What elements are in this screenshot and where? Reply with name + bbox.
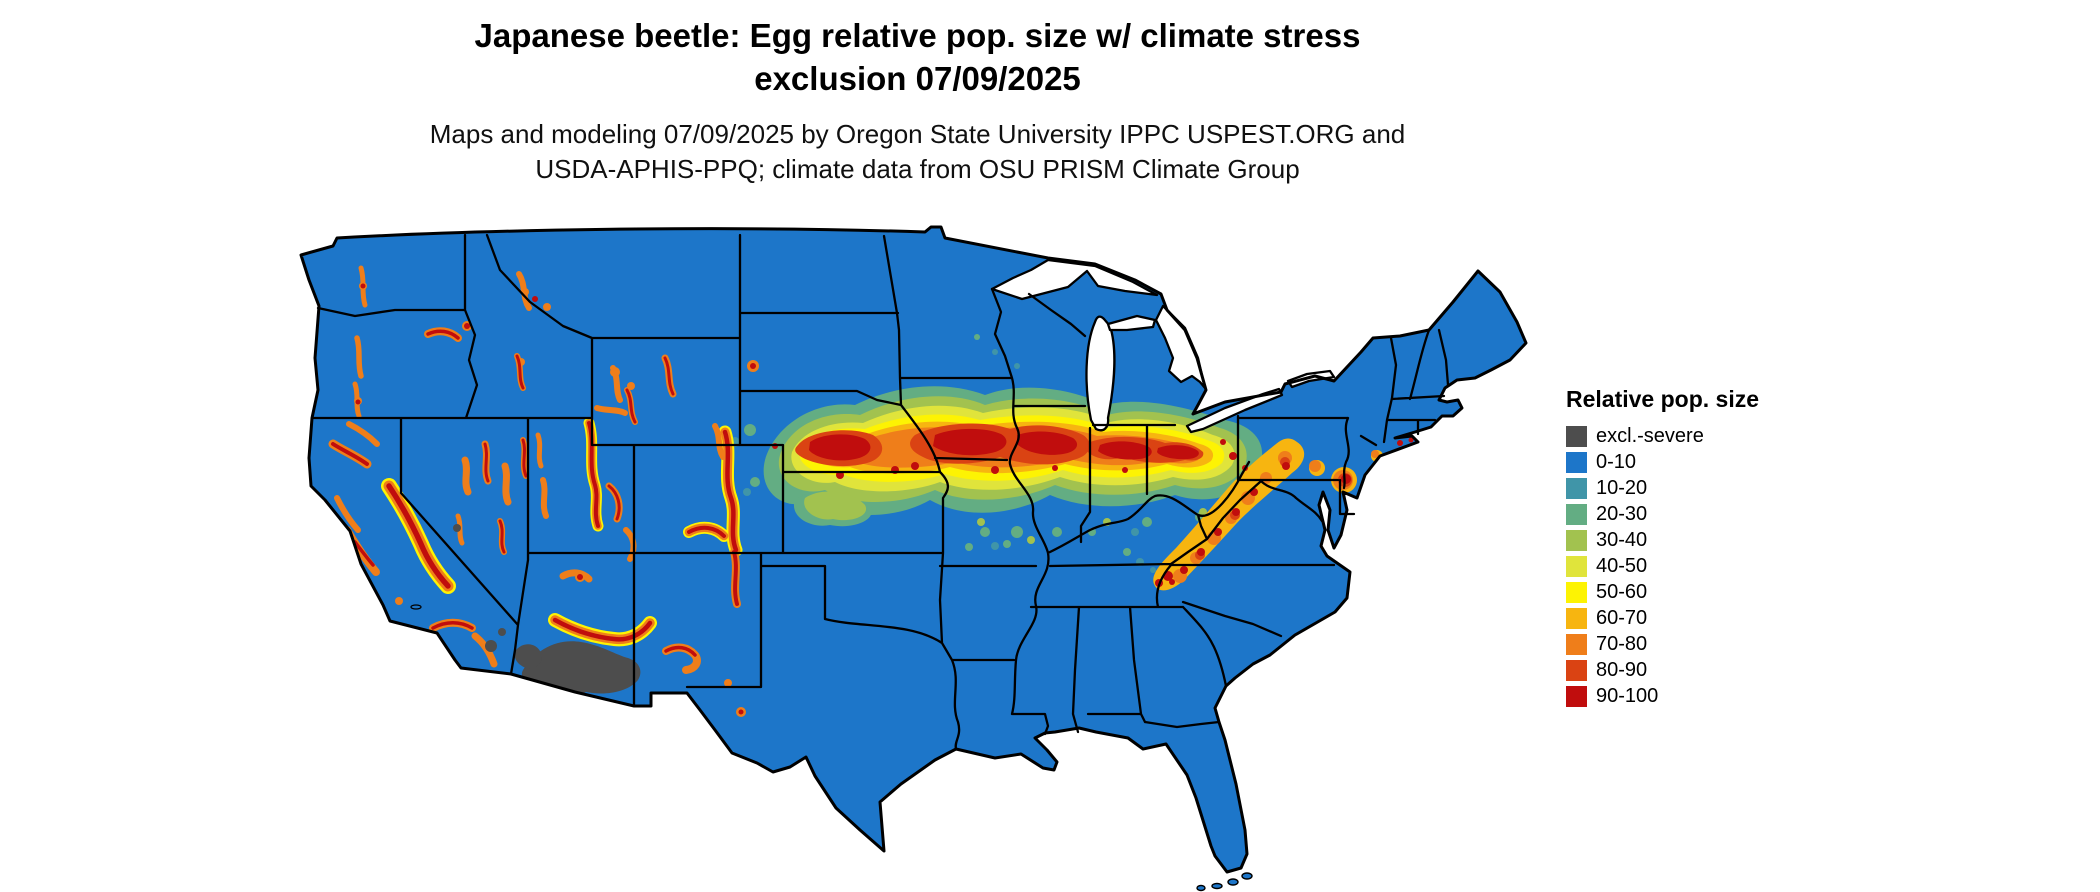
legend-swatch xyxy=(1566,686,1587,707)
legend-item-50-60: 50-60 xyxy=(1566,582,1759,603)
legend-swatch xyxy=(1566,478,1587,499)
heat-layers xyxy=(328,265,1414,717)
page-title: Japanese beetle: Egg relative pop. size … xyxy=(0,14,1835,100)
subtitle-line-1: Maps and modeling 07/09/2025 by Oregon S… xyxy=(429,119,1406,149)
conus-outline xyxy=(299,225,1528,874)
legend-item-80-90: 80-90 xyxy=(1566,660,1759,681)
map-header: Japanese beetle: Egg relative pop. size … xyxy=(0,14,1835,187)
legend-swatch xyxy=(1566,426,1587,447)
map-legend: Relative pop. size excl.-severe 0-10 10-20… xyxy=(1566,386,1759,712)
legend-item-90-100: 90-100 xyxy=(1566,686,1759,707)
legend-swatch xyxy=(1566,556,1587,577)
legend-swatch xyxy=(1566,530,1587,551)
us-map-container xyxy=(295,222,1535,892)
legend-label: 20-30 xyxy=(1596,503,1648,525)
legend-label: 80-90 xyxy=(1596,659,1648,681)
lake-michigan xyxy=(1085,315,1116,432)
legend-label: 30-40 xyxy=(1596,529,1648,551)
legend-item-30-40: 30-40 xyxy=(1566,530,1759,551)
title-line-2: exclusion 07/09/2025 xyxy=(754,60,1081,97)
legend-items: excl.-severe 0-10 10-20 20-30 30-40 40-50 50-6… xyxy=(1566,426,1759,707)
legend-item-70-80: 70-80 xyxy=(1566,634,1759,655)
legend-label: excl.-severe xyxy=(1596,425,1704,447)
conus-landmass xyxy=(301,227,1526,872)
lake-superior xyxy=(990,258,1159,301)
legend-item-0-10: 0-10 xyxy=(1566,452,1759,473)
legend-swatch xyxy=(1566,504,1587,525)
legend-label: 60-70 xyxy=(1596,607,1648,629)
legend-swatch xyxy=(1566,634,1587,655)
us-map xyxy=(299,225,1528,892)
legend-label: 10-20 xyxy=(1596,477,1648,499)
legend-swatch xyxy=(1566,608,1587,629)
lake-ontario xyxy=(1286,369,1336,389)
legend-item-excl.-severe: excl.-severe xyxy=(1566,426,1759,447)
legend-item-20-30: 20-30 xyxy=(1566,504,1759,525)
severe-exclusion-region xyxy=(453,524,641,697)
legend-item-60-70: 60-70 xyxy=(1566,608,1759,629)
legend-item-40-50: 40-50 xyxy=(1566,556,1759,577)
lake-erie xyxy=(1185,387,1284,434)
legend-title: Relative pop. size xyxy=(1566,386,1760,412)
title-line-1: Japanese beetle: Egg relative pop. size … xyxy=(474,17,1361,54)
legend-swatch xyxy=(1566,660,1587,681)
subtitle-line-2: USDA-APHIS-PPQ; climate data from OSU PR… xyxy=(535,154,1300,184)
great-lakes xyxy=(990,258,1336,434)
straits-of-mackinac xyxy=(1106,314,1157,332)
legend-label: 90-100 xyxy=(1596,685,1659,707)
channel-islands xyxy=(410,604,422,610)
legend-label: 40-50 xyxy=(1596,555,1648,577)
attribution-subtitle: Maps and modeling 07/09/2025 by Oregon S… xyxy=(0,117,1835,187)
legend-label: 70-80 xyxy=(1596,633,1648,655)
legend-swatch xyxy=(1566,452,1587,473)
florida-keys xyxy=(1196,872,1253,892)
legend-swatch xyxy=(1566,582,1587,603)
legend-label: 50-60 xyxy=(1596,581,1648,603)
legend-item-10-20: 10-20 xyxy=(1566,478,1759,499)
state-borders xyxy=(310,233,1450,751)
legend-label: 0-10 xyxy=(1596,451,1637,473)
